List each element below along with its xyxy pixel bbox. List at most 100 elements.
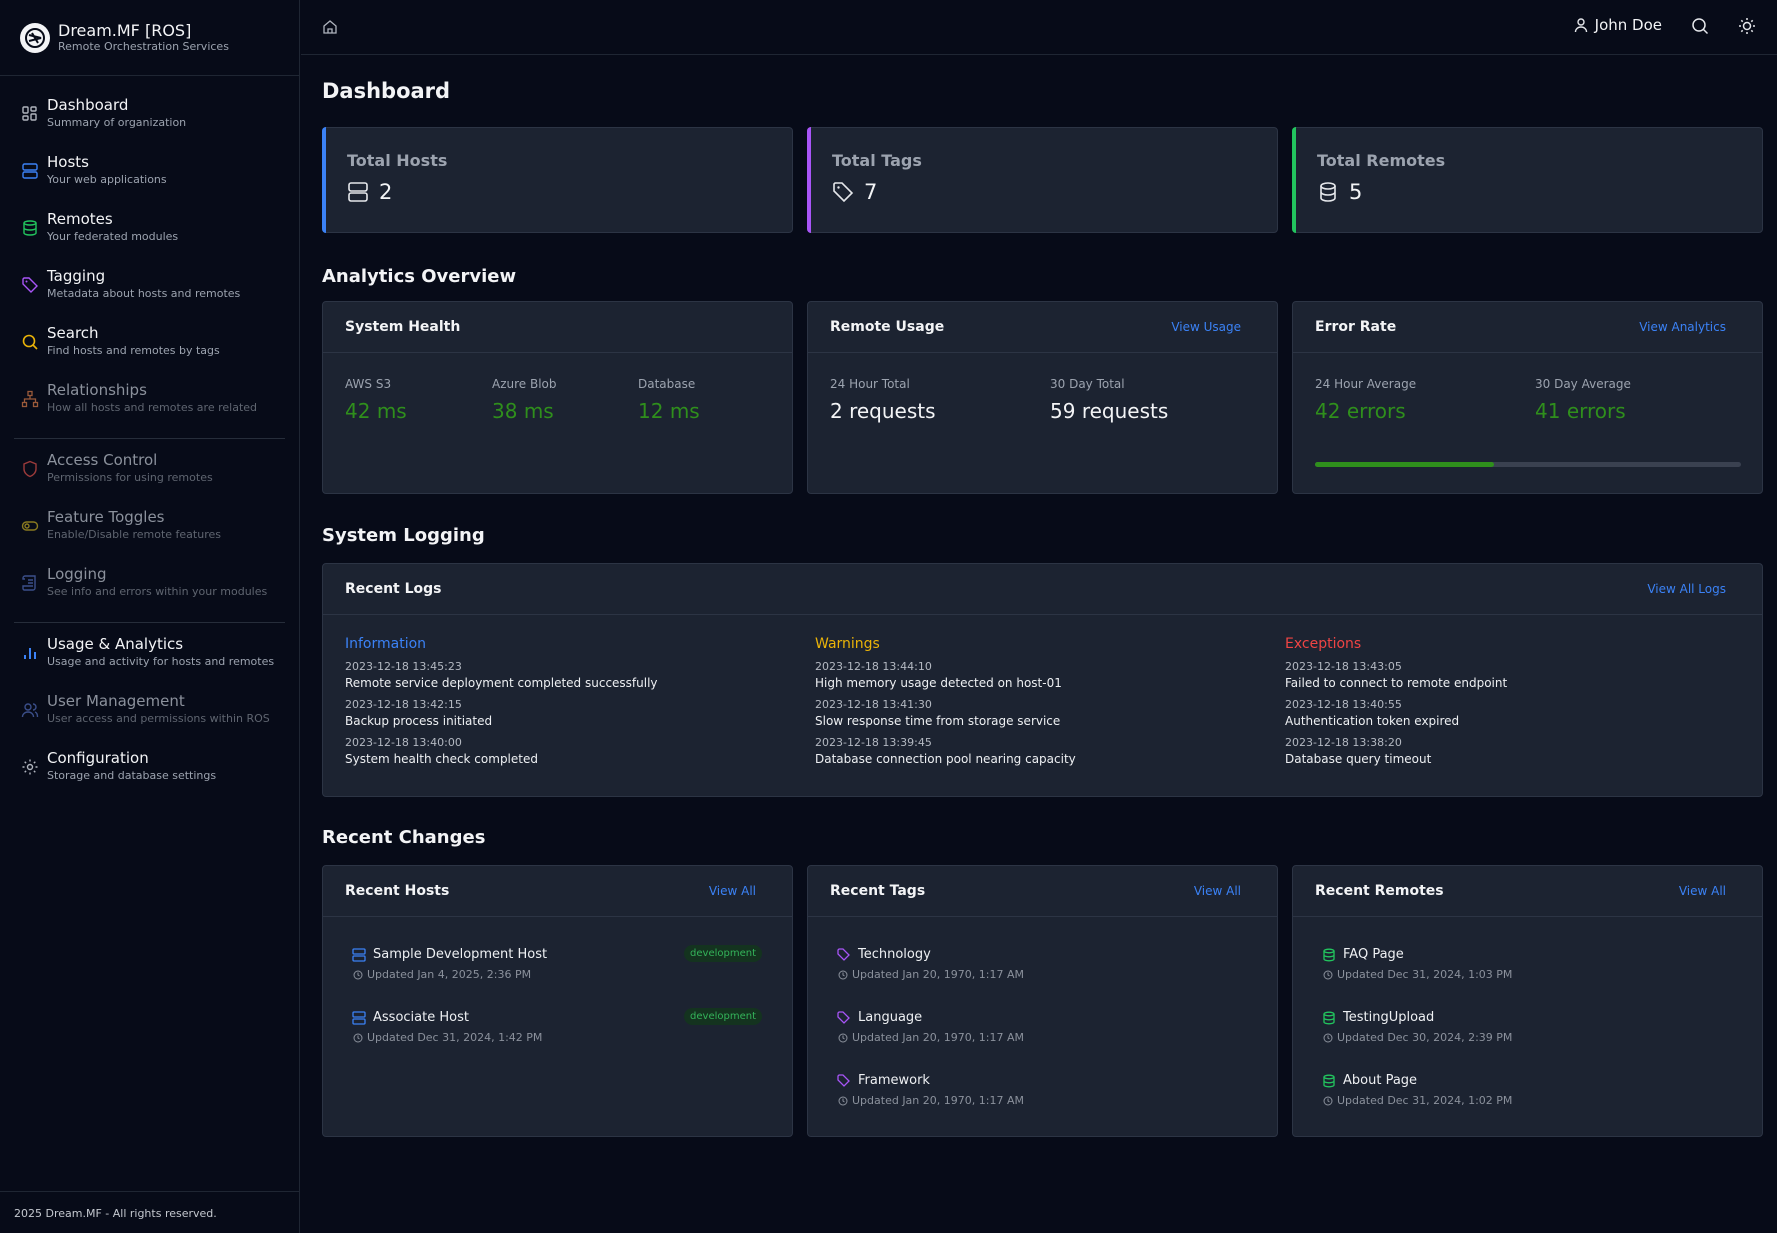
remote-list-item[interactable]: FAQ Page Updated Dec 31, 2024, 1:03 PM [1322, 947, 1732, 981]
sidebar-item-desc: Metadata about hosts and remotes [47, 287, 241, 300]
sidebar-item-desc: Usage and activity for hosts and remotes [47, 655, 275, 668]
sidebar-item-desc: Your federated modules [47, 230, 179, 243]
sidebar-item-tagging[interactable]: Tagging Metadata about hosts and remotes [0, 267, 299, 324]
environment-badge: development [684, 1008, 762, 1025]
tag-name: Framework [858, 1073, 930, 1088]
updated-time: Updated Dec 30, 2024, 2:39 PM [1337, 1031, 1513, 1044]
log-column-title: Warnings [815, 636, 880, 652]
clock-icon [353, 970, 363, 979]
metric-value: 42 [345, 399, 371, 423]
log-timestamp: 2023-12-18 13:41:30 [815, 698, 932, 711]
stat-label: Total Remotes [1317, 151, 1446, 170]
search-icon[interactable] [1691, 17, 1709, 35]
stat-value: 2 [379, 180, 393, 204]
clock-icon [838, 1033, 848, 1042]
sidebar-item-desc: Your web applications [47, 173, 167, 186]
log-timestamp: 2023-12-18 13:39:45 [815, 736, 932, 749]
metric-24h-average: 24 Hour Average 42 errors [1315, 377, 1416, 423]
sidebar-item-label: Access Control [47, 451, 158, 469]
sidebar-item-access-control[interactable]: Access Control Permissions for using remo… [0, 451, 299, 508]
log-timestamp: 2023-12-18 13:44:10 [815, 660, 932, 673]
sidebar-item-label: User Management [47, 692, 185, 710]
metric-unit: requests [1081, 399, 1169, 423]
view-usage-link[interactable]: View Usage [1171, 320, 1241, 334]
stat-value: 7 [864, 180, 878, 204]
sidebar-item-dashboard[interactable]: Dashboard Summary of organization [0, 96, 299, 153]
topbar: John Doe [301, 0, 1777, 55]
remote-list-item[interactable]: TestingUpload Updated Dec 30, 2024, 2:39… [1322, 1010, 1732, 1044]
search-icon [22, 334, 38, 350]
tag-name: Language [858, 1010, 923, 1025]
metric-unit: errors [1566, 399, 1626, 423]
view-all-remotes-link[interactable]: View All [1678, 884, 1726, 898]
sidebar-item-logging[interactable]: Logging See info and errors within your m… [0, 565, 299, 622]
stat-label: Total Tags [832, 151, 922, 170]
log-message: Database query timeout [1285, 752, 1432, 766]
database-icon [23, 220, 37, 236]
metric-30d-average: 30 Day Average 41 errors [1535, 377, 1631, 423]
accent-bar [807, 127, 811, 233]
metric-24h-total: 24 Hour Total 2 requests [830, 377, 936, 423]
accent-bar [322, 127, 326, 233]
sidebar-item-label: Dashboard [47, 96, 129, 114]
recent-tags-card: Recent Tags View All Technology Updated … [807, 865, 1278, 1137]
metric-30d-total: 30 Day Total 59 requests [1050, 377, 1168, 423]
nav-divider [14, 622, 285, 623]
environment-badge: development [684, 945, 762, 962]
tag-icon [22, 277, 38, 293]
brand[interactable]: Dream.MF [ROS] Remote Orchestration Serv… [0, 0, 299, 76]
tag-list-item[interactable]: Language Updated Jan 20, 1970, 1:17 AM [837, 1010, 1247, 1044]
host-list-item[interactable]: Associate Host Updated Dec 31, 2024, 1:4… [352, 1008, 762, 1044]
page-title: Dashboard [322, 79, 451, 103]
log-message: High memory usage detected on host-01 [815, 676, 1062, 690]
log-timestamp: 2023-12-18 13:38:20 [1285, 736, 1402, 749]
view-all-tags-link[interactable]: View All [1193, 884, 1241, 898]
card-title: Recent Remotes [1315, 883, 1444, 899]
sidebar-item-feature-toggles[interactable]: Feature Toggles Enable/Disable remote fea… [0, 508, 299, 565]
metric-database: Database 12 ms [638, 377, 700, 423]
nav-divider [14, 438, 285, 439]
view-all-logs-link[interactable]: View All Logs [1647, 582, 1726, 596]
user-menu[interactable]: John Doe [1573, 16, 1662, 34]
sun-icon[interactable] [1738, 17, 1756, 35]
recent-hosts-card: Recent Hosts View All Sample Development… [322, 865, 793, 1137]
sidebar-item-relationships[interactable]: Relationships How all hosts and remotes a… [0, 381, 299, 438]
host-list-item[interactable]: Sample Development Host Updated Jan 4, 2… [352, 945, 762, 981]
view-analytics-link[interactable]: View Analytics [1639, 320, 1726, 334]
sidebar-item-hosts[interactable]: Hosts Your web applications [0, 153, 299, 210]
clock-icon [353, 1033, 363, 1042]
updated-time: Updated Jan 20, 1970, 1:17 AM [852, 1031, 1024, 1044]
tag-name: Technology [858, 947, 931, 962]
sidebar-item-usage-analytics[interactable]: Usage & Analytics Usage and activity for … [0, 635, 299, 692]
log-column-warnings: Warnings 2023-12-18 13:44:10 High memory … [815, 636, 1255, 774]
tag-list-item[interactable]: Technology Updated Jan 20, 1970, 1:17 AM [837, 947, 1247, 981]
log-message: Slow response time from storage service [815, 714, 1061, 728]
stat-card-remotes[interactable]: Total Remotes 5 [1292, 127, 1763, 233]
sidebar-item-configuration[interactable]: Configuration Storage and database settin… [0, 749, 299, 806]
sidebar-item-label: Tagging [47, 267, 106, 285]
server-icon [348, 182, 368, 202]
database-icon [1323, 1011, 1335, 1024]
log-entry: 2023-12-18 13:40:00 System health check c… [345, 736, 785, 766]
sidebar: Dream.MF [ROS] Remote Orchestration Serv… [0, 0, 300, 1233]
sidebar-item-label: Remotes [47, 210, 113, 228]
view-all-hosts-link[interactable]: View All [708, 884, 756, 898]
card-title: Recent Logs [345, 581, 442, 597]
sidebar-item-search[interactable]: Search Find hosts and remotes by tags [0, 324, 299, 381]
sidebar-item-label: Hosts [47, 153, 89, 171]
sidebar-item-user-management[interactable]: User Management User access and permissio… [0, 692, 299, 749]
home-icon[interactable] [322, 19, 338, 35]
remote-list-item[interactable]: About Page Updated Dec 31, 2024, 1:02 PM [1322, 1073, 1732, 1107]
log-entry: 2023-12-18 13:39:45 Database connection p… [815, 736, 1255, 766]
tag-list-item[interactable]: Framework Updated Jan 20, 1970, 1:17 AM [837, 1073, 1247, 1107]
metric-unit: ms [669, 399, 700, 423]
sidebar-item-remotes[interactable]: Remotes Your federated modules [0, 210, 299, 267]
tag-icon [837, 1010, 850, 1024]
stat-card-tags[interactable]: Total Tags 7 [807, 127, 1278, 233]
log-timestamp: 2023-12-18 13:42:15 [345, 698, 462, 711]
stat-card-hosts[interactable]: Total Hosts 2 [322, 127, 793, 233]
metric-value: 12 [638, 399, 664, 423]
log-entry: 2023-12-18 13:43:05 Failed to connect to … [1285, 660, 1725, 690]
sidebar-item-desc: See info and errors within your modules [47, 585, 268, 598]
metric-value: 38 [492, 399, 518, 423]
